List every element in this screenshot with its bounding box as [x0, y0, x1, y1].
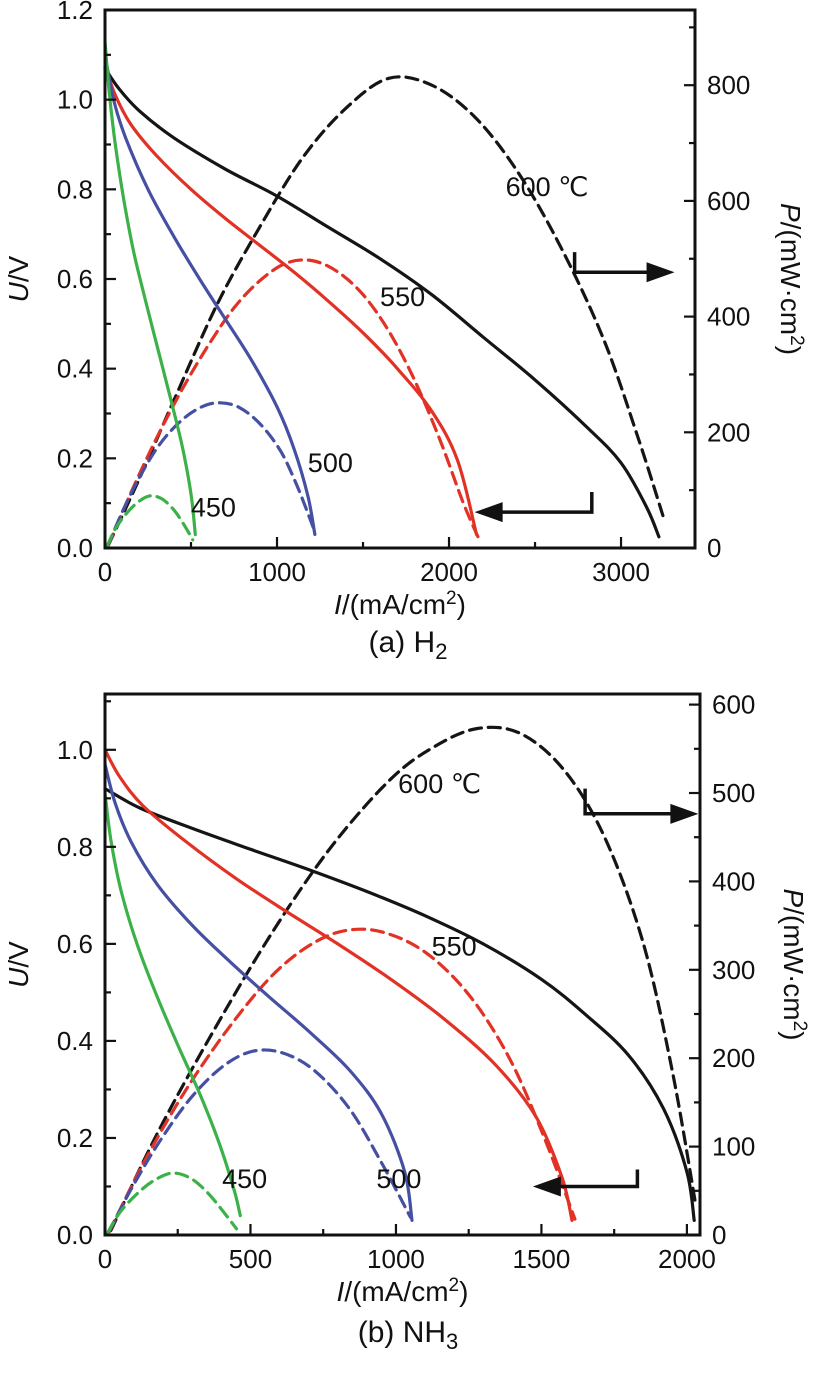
voltage-axis-arrow-line [500, 492, 594, 514]
curve-600C-power [109, 725, 698, 1233]
x-tick-label: 1000 [367, 1244, 425, 1274]
y-left-axis-label: U/V [3, 941, 34, 988]
voltage-axis-arrow-head [532, 1176, 561, 1197]
panel-a-caption-text: (a) H [368, 626, 436, 659]
curve-550C-power [106, 258, 480, 547]
panel-b: 0 500 1000 1500 2000 0.0 0.2 0.4 0.6 0.8 1.0 0 100 20… [0, 674, 816, 1354]
power-axis-arrow-line [583, 788, 673, 816]
plot-frame [103, 8, 697, 550]
panel-b-caption-text: (b) NH [357, 1316, 447, 1350]
x-tick-label: 2000 [658, 1244, 716, 1274]
curve-550C-voltage [103, 64, 479, 537]
voltage-axis-arrow-line [558, 1169, 640, 1189]
curve-label-500: 500 [376, 1164, 421, 1194]
y-left-tick-label: 0.8 [57, 174, 93, 204]
x-axis-label: I/(mA/cm2) [334, 588, 466, 620]
y-left-tick-label: 0.4 [57, 1026, 93, 1056]
curve-label-600-℃: 600 ℃ [506, 172, 589, 202]
curve-label-550: 550 [380, 282, 425, 312]
y-left-tick-label: 0.8 [57, 832, 93, 862]
curve-450C-power [105, 494, 195, 549]
figure-page: 0 1000 2000 3000 0.0 0.2 0.4 0.6 0.8 1.0 1.2 0 200 40… [0, 0, 816, 1354]
series-group [103, 39, 666, 549]
curve-500C-power [106, 1048, 413, 1235]
ticks [103, 8, 695, 550]
y-left-tick-label: 0.6 [57, 264, 93, 294]
panel-a-caption: (a) H2 [0, 626, 816, 664]
x-tick-label: 1000 [248, 557, 306, 587]
chart-b-canvas: 0 500 1000 1500 2000 0.0 0.2 0.4 0.6 0.8 1.0 0 100 20… [0, 674, 816, 1314]
curve-450C-power [105, 1171, 239, 1235]
voltage-axis-arrow-head [474, 502, 503, 523]
power-axis-arrow-head [670, 804, 699, 825]
curve-450C-voltage [103, 792, 242, 1218]
y-right-tick-label: 400 [712, 867, 755, 897]
y-left-tick-label: 1.0 [57, 735, 93, 765]
curve-600C-voltage [103, 787, 696, 1223]
curve-550C-power [107, 927, 577, 1234]
x-tick-label: 0 [98, 1244, 112, 1274]
y-left-tick-label: 0.4 [57, 354, 93, 384]
y-right-tick-label: 800 [707, 70, 750, 100]
curve-500C-voltage [103, 53, 317, 537]
x-tick-label: 500 [229, 1244, 272, 1274]
ticks [103, 700, 700, 1237]
curve-label-600-℃: 600 ℃ [398, 769, 481, 799]
curve-500C-voltage [103, 762, 414, 1223]
y-right-tick-label: 500 [712, 778, 755, 808]
y-right-tick-label: 400 [707, 302, 750, 332]
panel-a-caption-sub: 2 [435, 639, 448, 664]
y-left-tick-label: 1.0 [57, 85, 93, 115]
curve-450C-voltage [103, 39, 197, 537]
power-axis-arrow-line [572, 252, 649, 275]
y-left-tick-label: 0.6 [57, 929, 93, 959]
panel-b-caption-sub: 3 [446, 1329, 459, 1355]
curve-label-500: 500 [308, 448, 353, 478]
x-tick-label: 3000 [592, 557, 650, 587]
y-right-tick-label: 200 [712, 1043, 755, 1073]
y-right-tick-label: 600 [707, 186, 750, 216]
y-right-tick-label: 300 [712, 955, 755, 985]
curve-500C-power [106, 401, 317, 548]
y-left-tick-label: 0.2 [57, 1123, 93, 1153]
y-right-tick-label: 600 [712, 690, 755, 720]
y-left-tick-label: 0.0 [57, 1220, 93, 1250]
x-axis-label: I/(mA/cm2) [337, 1275, 469, 1307]
curve-600C-power [106, 75, 666, 547]
chart-svg-b: 0 500 1000 1500 2000 0.0 0.2 0.4 0.6 0.8 1.0 0 100 20… [3, 690, 810, 1307]
curve-label-450: 450 [191, 493, 236, 523]
y-right-tick-label: 100 [712, 1132, 755, 1162]
power-axis-arrow-head [646, 262, 675, 283]
y-left-tick-label: 1.2 [57, 0, 93, 25]
y-left-tick-label: 0.0 [57, 533, 93, 563]
curve-600C-voltage [103, 66, 661, 539]
y-right-tick-label: 0 [707, 533, 721, 563]
y-right-tick-label: 200 [707, 417, 750, 447]
y-right-axis-label: P/(mW·cm2) [775, 203, 807, 355]
panel-b-caption: (b) NH3 [0, 1316, 816, 1354]
curve-label-450: 450 [222, 1164, 267, 1194]
y-left-axis-label: U/V [3, 255, 34, 302]
plot-frame [103, 692, 702, 1237]
curve-label-550: 550 [432, 931, 477, 961]
y-left-tick-label: 0.2 [57, 443, 93, 473]
panel-a: 0 1000 2000 3000 0.0 0.2 0.4 0.6 0.8 1.0 1.2 0 200 40… [0, 0, 816, 664]
series-group [103, 725, 698, 1235]
x-tick-label: 0 [98, 557, 112, 587]
y-right-axis-label: P/(mW·cm2) [778, 889, 810, 1041]
x-tick-label: 2000 [420, 557, 478, 587]
y-right-tick-label: 0 [712, 1220, 726, 1250]
chart-a-canvas: 0 1000 2000 3000 0.0 0.2 0.4 0.6 0.8 1.0 1.2 0 200 40… [0, 0, 816, 624]
chart-svg-a: 0 1000 2000 3000 0.0 0.2 0.4 0.6 0.8 1.0 1.2 0 200 40… [3, 0, 807, 620]
x-tick-label: 1500 [513, 1244, 571, 1274]
